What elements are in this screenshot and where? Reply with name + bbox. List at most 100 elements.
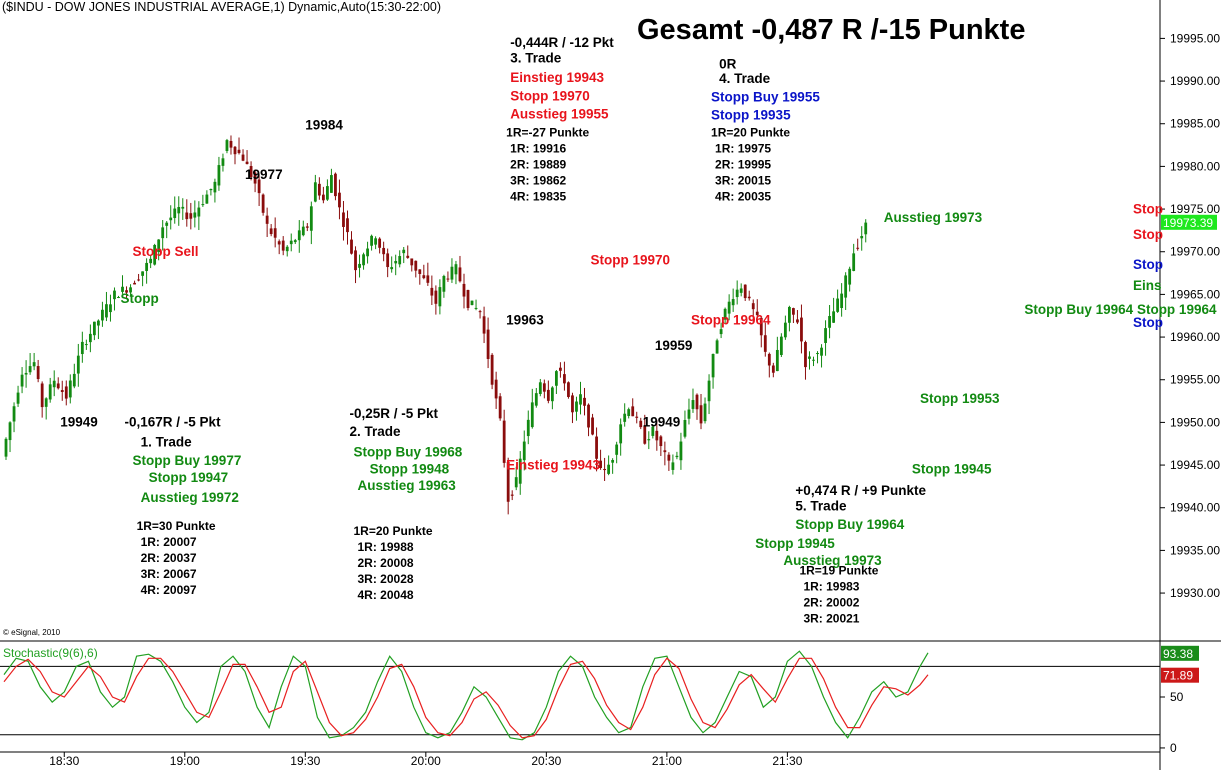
candle-body bbox=[265, 215, 269, 224]
candle-body bbox=[595, 436, 598, 459]
candle-body bbox=[52, 380, 56, 388]
candle-body bbox=[579, 394, 582, 405]
summary-headline: Gesamt -0,487 R /-15 Punkte bbox=[637, 14, 1025, 46]
candle-body bbox=[225, 140, 229, 151]
candle-body bbox=[117, 297, 120, 299]
time-tick-label: 19:00 bbox=[170, 754, 200, 768]
price-tick-label: 19985.00 bbox=[1170, 117, 1220, 131]
candle-body bbox=[478, 311, 482, 313]
candle-body bbox=[378, 238, 382, 248]
candle-body bbox=[430, 287, 434, 296]
edge-label: Eins bbox=[1133, 278, 1162, 293]
candle-body bbox=[334, 173, 337, 197]
time-tick-label: 19:30 bbox=[290, 754, 320, 768]
trade-target-line: 1R: 20007 bbox=[141, 535, 197, 549]
candle-body bbox=[767, 353, 771, 366]
copyright: © eSignal, 2010 bbox=[3, 628, 61, 637]
price-tick-label: 19940.00 bbox=[1170, 501, 1220, 515]
annotation-label: 4. Trade bbox=[719, 71, 771, 86]
candle-body bbox=[20, 374, 24, 387]
candle-body bbox=[68, 380, 72, 398]
candle-body bbox=[840, 293, 844, 309]
candle-body bbox=[72, 373, 76, 387]
candle-body bbox=[101, 309, 104, 321]
candle-body bbox=[567, 382, 570, 397]
candle-body bbox=[599, 460, 602, 469]
price-tick-label: 19960.00 bbox=[1170, 330, 1220, 344]
price-tick-label: 19965.00 bbox=[1170, 287, 1220, 301]
candle-body bbox=[755, 311, 759, 316]
candle-body bbox=[217, 165, 221, 186]
stoch-k-tag-text: 93.38 bbox=[1163, 647, 1193, 661]
annotation-label: Stopp 19953 bbox=[920, 391, 1000, 406]
trade-target-line: 2R: 20008 bbox=[358, 556, 414, 570]
candle-body bbox=[603, 468, 606, 471]
last-price-tag: 19973.39 bbox=[1161, 214, 1217, 230]
candle-body bbox=[253, 172, 257, 184]
candle-body bbox=[490, 354, 494, 385]
candle-body bbox=[414, 260, 418, 271]
candle-body bbox=[28, 366, 32, 373]
candle-body bbox=[771, 365, 775, 373]
annotation-label: Stopp Buy 19964 bbox=[795, 517, 904, 532]
candle-body bbox=[36, 366, 40, 380]
trade-target-line: 1R: 19975 bbox=[715, 142, 771, 156]
candle-body bbox=[245, 161, 249, 165]
trade-target-blocks: 1R=30 Punkte 1R: 20007 2R: 20037 3R: 20067 4… bbox=[137, 126, 879, 626]
candle-body bbox=[438, 287, 442, 307]
candle-body bbox=[145, 262, 149, 272]
stoch-tick-label: 50 bbox=[1170, 690, 1184, 704]
candle-body bbox=[390, 267, 394, 270]
annotation-label: Stopp Buy 19955 bbox=[711, 90, 820, 105]
candle-body bbox=[402, 249, 406, 254]
annotation-label: Stopp Buy 19964 Stopp 19964 bbox=[1024, 302, 1217, 317]
candle-body bbox=[864, 222, 868, 235]
candle-body bbox=[386, 253, 390, 268]
candle-body bbox=[522, 441, 526, 461]
annotation-label: Ausstieg 19963 bbox=[358, 478, 457, 493]
candle-body bbox=[575, 401, 578, 412]
candle-body bbox=[563, 374, 566, 384]
candle-body bbox=[109, 304, 112, 313]
main-plot-background bbox=[0, 0, 1160, 640]
candle-body bbox=[534, 393, 538, 406]
time-tick-label: 21:30 bbox=[772, 754, 802, 768]
candle-body bbox=[643, 426, 647, 444]
candle-body bbox=[141, 271, 144, 276]
stochastic-axis-ticks: 50 0 bbox=[1160, 690, 1184, 755]
candle-body bbox=[293, 240, 297, 243]
candle-body bbox=[731, 299, 735, 306]
candle-body bbox=[711, 353, 715, 378]
candle-body bbox=[792, 308, 795, 315]
candle-body bbox=[84, 344, 88, 346]
candle-body bbox=[301, 226, 305, 236]
candle-body bbox=[659, 436, 663, 447]
trade-target-line: 1R=20 Punkte bbox=[711, 126, 790, 140]
price-tick-label: 19935.00 bbox=[1170, 543, 1220, 557]
candle-body bbox=[828, 316, 831, 328]
candle-body bbox=[502, 420, 506, 463]
trade-target-line: 4R: 20048 bbox=[358, 588, 414, 602]
trade-target-line: 4R: 19835 bbox=[510, 190, 566, 204]
price-tick-label: 19930.00 bbox=[1170, 586, 1220, 600]
annotation-label: 5. Trade bbox=[795, 498, 847, 513]
candle-body bbox=[458, 267, 462, 282]
candle-body bbox=[796, 319, 799, 323]
time-tick-label: 18:30 bbox=[49, 754, 79, 768]
candle-body bbox=[346, 218, 349, 233]
trade-target-line: 1R=-27 Punkte bbox=[506, 126, 589, 140]
candle-body bbox=[326, 186, 329, 200]
candle-body bbox=[12, 406, 16, 422]
candle-body bbox=[442, 275, 446, 292]
trade-target-line: 1R: 19916 bbox=[510, 142, 566, 156]
candle-body bbox=[16, 392, 20, 404]
annotation-label: 19984 bbox=[305, 118, 343, 133]
trade-target-line: 3R: 19862 bbox=[510, 174, 566, 188]
candle-body bbox=[309, 206, 313, 231]
trade-target-line: 3R: 20021 bbox=[803, 611, 859, 625]
candle-body bbox=[169, 217, 173, 221]
candle-body bbox=[362, 254, 365, 266]
candle-body bbox=[804, 342, 807, 368]
annotation-label: +0,474 R / +9 Punkte bbox=[795, 483, 926, 498]
candle-body bbox=[213, 181, 217, 193]
